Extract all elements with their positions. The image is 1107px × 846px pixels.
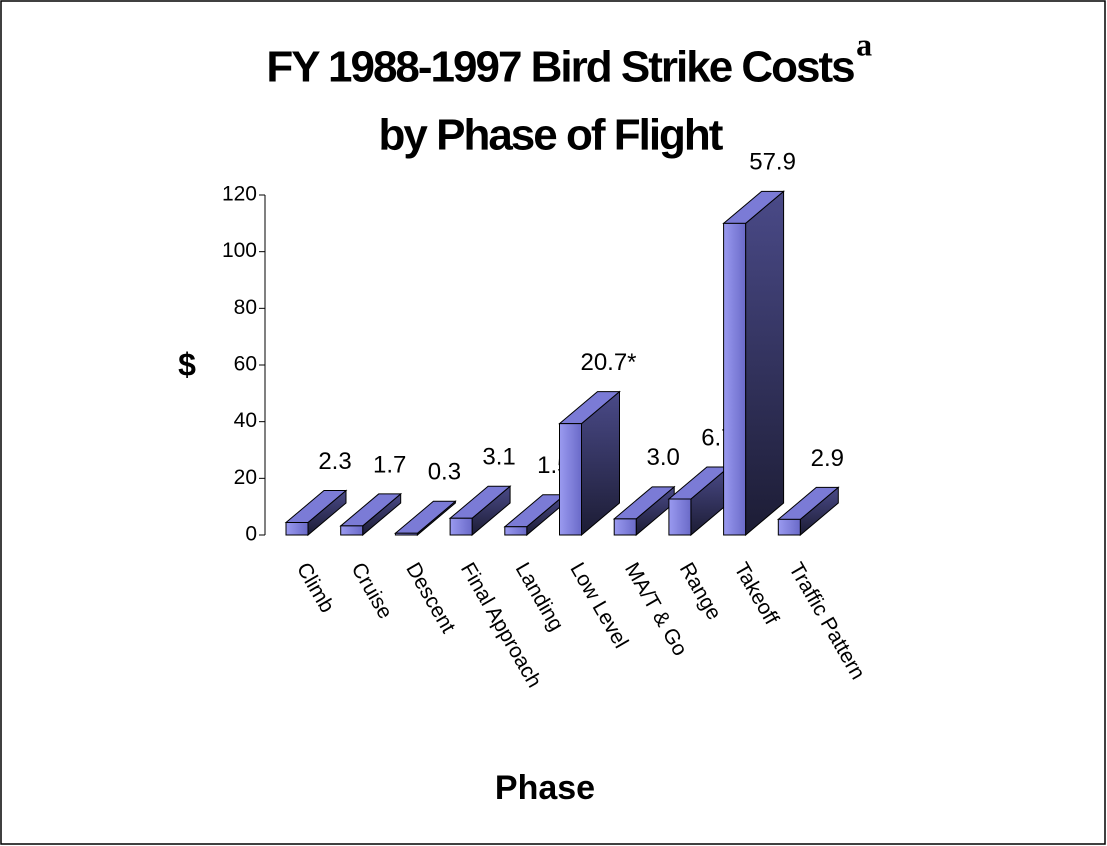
y-tick-label: 40 — [234, 409, 257, 432]
bar — [448, 485, 512, 537]
data-label: 1.7 — [373, 451, 406, 478]
x-tick-label: Cruise — [347, 559, 397, 623]
x-axis-label: Phase — [495, 769, 595, 807]
y-tick-label: 100 — [222, 239, 257, 262]
x-tick-label: Traffic Pattern — [784, 559, 869, 684]
y-tick-label: 0 — [245, 523, 257, 546]
x-tick-label: Climb — [292, 559, 339, 617]
bar — [667, 465, 731, 537]
bar — [284, 489, 348, 537]
bar — [612, 485, 676, 537]
data-label: 3.1 — [482, 444, 515, 471]
chart-title: FY 1988-1997 Bird Strike Costs — [266, 43, 854, 92]
x-tick-label: Range — [675, 559, 726, 624]
data-label: 2.9 — [811, 445, 844, 472]
bar-front — [449, 517, 473, 536]
bar-front — [394, 532, 418, 536]
bar-front — [340, 525, 364, 536]
y-tick-label: 20 — [234, 466, 257, 489]
bar — [776, 486, 840, 537]
bar-side — [745, 190, 785, 537]
y-axis-label: $ — [178, 346, 196, 382]
bar-front — [559, 423, 582, 536]
bar-front — [285, 522, 309, 536]
bar-front — [668, 498, 692, 536]
x-tick-label: Descent — [401, 559, 460, 637]
y-tick-label: 120 — [222, 183, 257, 206]
title-superscript: a — [856, 26, 872, 62]
data-label: 20.7* — [580, 349, 636, 376]
y-tick-label: 80 — [234, 296, 257, 319]
bar — [722, 190, 785, 537]
bar — [558, 390, 621, 537]
data-label: 3.0 — [647, 444, 680, 471]
bar — [394, 500, 457, 537]
bar-front — [613, 518, 637, 536]
bar-front — [777, 518, 801, 536]
y-tick-label: 60 — [234, 353, 257, 376]
bar — [503, 493, 567, 537]
chart-title: by Phase of Flight — [379, 111, 724, 160]
data-label: 2.3 — [318, 448, 351, 475]
data-label: 57.9 — [749, 149, 796, 176]
x-tick-label: Landing — [511, 559, 568, 635]
data-label: 0.3 — [428, 459, 461, 486]
bar-front — [504, 526, 528, 536]
bar-front — [723, 222, 747, 536]
bar — [339, 492, 403, 537]
x-tick-label: Takeoff — [729, 559, 783, 629]
